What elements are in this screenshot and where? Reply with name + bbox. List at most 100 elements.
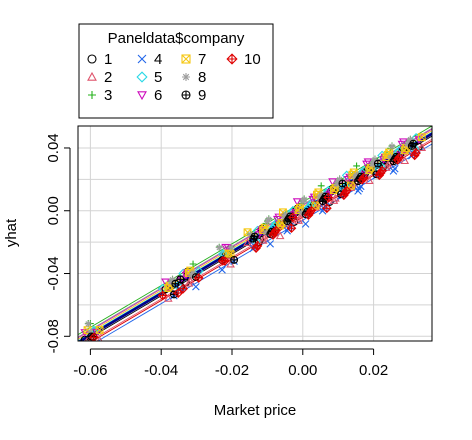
y-tick-label: 0.00 bbox=[45, 196, 62, 225]
point-circle-plus bbox=[409, 140, 417, 148]
point-diamond-plus bbox=[218, 256, 227, 265]
point-asterisk bbox=[371, 156, 379, 163]
point-square bbox=[95, 326, 104, 334]
point-x bbox=[389, 167, 398, 175]
legend-item-9: 9 bbox=[181, 87, 206, 104]
point-asterisk bbox=[353, 171, 360, 179]
point-triangle-down bbox=[137, 91, 147, 101]
point-square bbox=[346, 181, 355, 190]
point-circle-plus bbox=[182, 91, 190, 99]
point-plus bbox=[317, 182, 325, 190]
legend-label: 9 bbox=[198, 87, 206, 104]
point-asterisk bbox=[336, 176, 344, 183]
point-plus bbox=[88, 91, 96, 99]
point-triangle-down bbox=[274, 213, 284, 222]
point-asterisk bbox=[316, 193, 324, 201]
point-circle-plus bbox=[230, 256, 238, 264]
point-diamond-plus bbox=[411, 148, 421, 158]
point-diamond-plus bbox=[378, 166, 387, 175]
point-triangle-down bbox=[326, 189, 336, 197]
point-triangle-up bbox=[163, 294, 173, 302]
point-triangle-up bbox=[417, 143, 427, 151]
point-triangle-up bbox=[275, 231, 285, 240]
y-tick-label: -0.04 bbox=[45, 256, 62, 290]
point-asterisk bbox=[189, 269, 197, 277]
point-square bbox=[181, 54, 191, 64]
point-diamond-plus bbox=[179, 284, 188, 293]
point-diamond-plus-outline bbox=[89, 332, 99, 341]
point-triangle-up bbox=[87, 71, 97, 81]
point-asterisk bbox=[299, 198, 307, 206]
point-asterisk bbox=[246, 231, 254, 239]
x-tick-label: -0.06 bbox=[73, 362, 107, 379]
point-square-x bbox=[260, 223, 269, 232]
point-diamond-plus bbox=[253, 241, 262, 250]
legend-item-5: 5 bbox=[136, 69, 162, 86]
point-square bbox=[417, 133, 426, 142]
legend-item-8: 8 bbox=[182, 69, 206, 86]
point-circle-plus bbox=[171, 280, 179, 288]
point-triangle-down bbox=[92, 328, 102, 337]
point-triangle-down bbox=[345, 173, 354, 182]
legend-item-7: 7 bbox=[181, 51, 206, 68]
point-x bbox=[266, 240, 275, 248]
point-asterisk bbox=[317, 191, 325, 199]
legend-item-10: 10 bbox=[226, 51, 261, 68]
point-plus bbox=[353, 162, 360, 170]
legend-label: 1 bbox=[104, 51, 112, 68]
point-diamond-plus bbox=[288, 213, 297, 222]
point-diamond-plus bbox=[322, 204, 331, 213]
point-square-x bbox=[296, 203, 304, 212]
x-tick-label: 0.02 bbox=[359, 362, 388, 379]
point-diamond-plus bbox=[158, 291, 167, 300]
legend-label: 10 bbox=[244, 51, 261, 68]
point-diamond-plus bbox=[287, 224, 296, 233]
point-triangle-up bbox=[384, 158, 394, 167]
point-circle-plus bbox=[176, 275, 184, 283]
point-x bbox=[355, 184, 364, 193]
point-square-x bbox=[226, 249, 235, 258]
point-diamond-plus bbox=[89, 333, 99, 341]
x-axis-label: Market price bbox=[214, 402, 297, 419]
x-axis: -0.06 -0.04 -0.02 0.00 0.02 bbox=[73, 348, 388, 379]
point-diamond-plus bbox=[324, 193, 333, 202]
point-asterisk bbox=[300, 195, 308, 203]
point-diamond-plus bbox=[359, 173, 368, 182]
point-diamond-plus bbox=[227, 54, 237, 64]
point-square-x bbox=[417, 133, 426, 141]
point-triangle-down bbox=[291, 208, 301, 217]
legend-item-6: 6 bbox=[137, 87, 162, 104]
legend-label: 4 bbox=[154, 51, 162, 68]
legend-item-2: 2 bbox=[87, 69, 112, 86]
y-axis: -0.08 -0.04 0.00 0.04 bbox=[45, 133, 71, 353]
point-plus bbox=[189, 260, 197, 268]
point-asterisk bbox=[265, 215, 273, 223]
point-x bbox=[218, 266, 226, 274]
legend-title: Paneldata$company bbox=[108, 30, 245, 47]
point-triangle-up bbox=[331, 193, 340, 202]
point-diamond-plus bbox=[194, 273, 203, 283]
point-asterisk bbox=[370, 158, 377, 166]
point-triangle-up bbox=[96, 335, 103, 341]
point-triangle-up bbox=[84, 336, 91, 341]
point-asterisk bbox=[334, 178, 342, 186]
point-circle-plus bbox=[374, 160, 382, 167]
point-triangle-up bbox=[400, 156, 410, 165]
plot-frame bbox=[77, 125, 433, 342]
point-asterisk bbox=[333, 180, 341, 188]
point-asterisk bbox=[182, 73, 190, 81]
point-asterisk bbox=[280, 213, 288, 221]
legend-label: 7 bbox=[198, 51, 206, 68]
point-triangle-down bbox=[80, 329, 90, 337]
point-circle-plus bbox=[251, 233, 259, 240]
point-x bbox=[354, 187, 362, 195]
point-square bbox=[311, 201, 320, 210]
legend-box bbox=[78, 23, 274, 119]
point-circle bbox=[87, 54, 97, 64]
point-triangle-up bbox=[365, 176, 374, 184]
point-circle-plus bbox=[339, 180, 346, 187]
legend-label: 6 bbox=[154, 87, 162, 104]
x-tick-label: 0.00 bbox=[288, 362, 317, 379]
point-asterisk bbox=[297, 209, 305, 216]
